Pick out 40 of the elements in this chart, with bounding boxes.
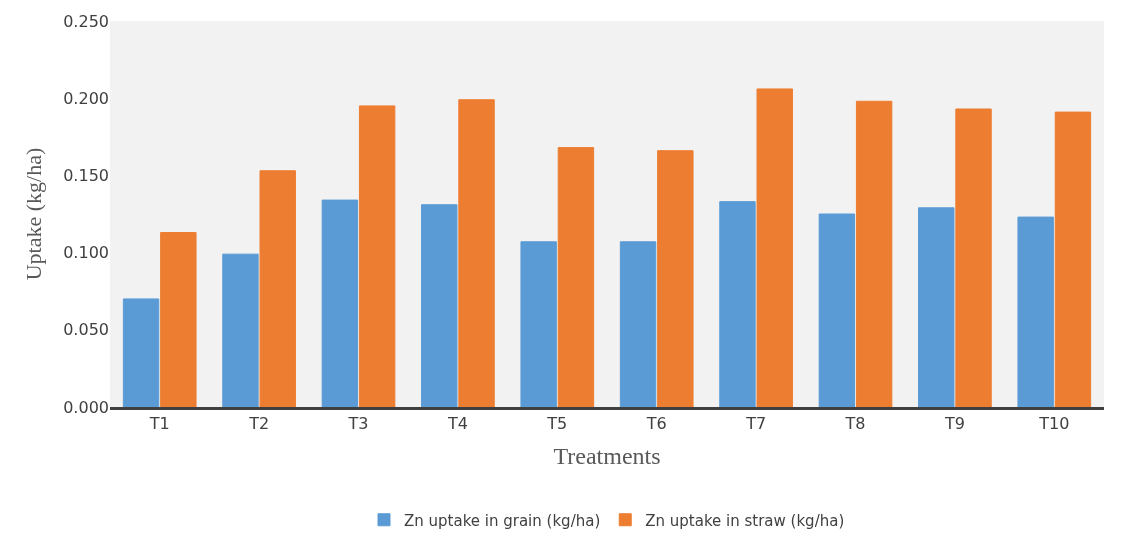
y-tick-label: 0.250 [63, 11, 109, 31]
x-axis-title: Treatments [553, 442, 661, 469]
bar [756, 88, 793, 407]
x-tick-label: T1 [148, 414, 170, 434]
y-tick-label: 0.000 [63, 397, 109, 417]
bar [259, 170, 296, 407]
x-tick-label: T9 [943, 414, 965, 434]
y-axis-title: Uptake (kg/ha) [20, 147, 46, 281]
x-tick-label: T4 [446, 414, 468, 434]
bar [918, 207, 955, 407]
bar [520, 241, 557, 407]
bar [1017, 216, 1054, 407]
bar [458, 99, 495, 407]
bar [358, 105, 396, 407]
y-tick-label: 0.150 [63, 166, 109, 185]
x-tick-label: T7 [745, 414, 767, 434]
y-tick-label: 0.050 [63, 320, 109, 340]
bar [657, 150, 694, 407]
bar [160, 232, 197, 407]
x-tick-label: T8 [844, 414, 866, 434]
y-tick-label: 0.200 [63, 88, 109, 108]
bar [619, 241, 657, 407]
bar [321, 199, 359, 407]
bar [955, 108, 992, 407]
bar [719, 201, 756, 407]
bar [855, 100, 893, 407]
x-tick-label: T2 [248, 414, 270, 434]
x-tick-label: T10 [1038, 414, 1070, 434]
x-tick-label: T5 [546, 414, 568, 434]
bar [222, 253, 259, 407]
x-tick-label: T3 [347, 414, 369, 434]
bar [818, 213, 856, 407]
legend-label: Zn uptake in grain (kg/ha) [404, 511, 601, 530]
bar [421, 204, 458, 407]
bar [557, 147, 595, 407]
bar [1054, 111, 1092, 407]
bar [122, 298, 160, 407]
legend-label: Zn uptake in straw (kg/ha) [645, 511, 845, 530]
y-tick-label: 0.100 [63, 243, 109, 263]
x-tick-label: T6 [645, 414, 667, 434]
